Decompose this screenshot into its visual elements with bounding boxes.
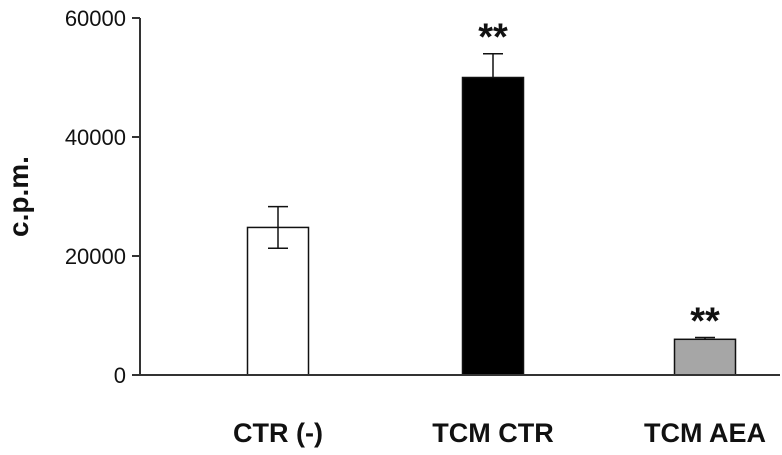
category-label: CTR (-) <box>233 418 323 448</box>
category-label: TCM AEA <box>644 418 766 448</box>
significance-label: ** <box>478 17 508 59</box>
bar <box>673 338 737 376</box>
y-tick-label: 40000 <box>65 125 126 150</box>
bar <box>246 226 310 376</box>
y-tick-label: 60000 <box>65 6 126 31</box>
category-label: TCM CTR <box>432 418 553 448</box>
bar <box>461 76 525 376</box>
y-tick-label: 0 <box>114 363 126 388</box>
bars: ** ** <box>246 17 737 376</box>
y-tick-label: 20000 <box>65 244 126 269</box>
y-axis-title: c.p.m. <box>3 156 34 237</box>
y-axis-ticks: 0 20000 40000 60000 <box>65 6 140 388</box>
category-labels: CTR (-) TCM CTR TCM AEA <box>233 418 766 448</box>
significance-label: ** <box>690 301 720 343</box>
